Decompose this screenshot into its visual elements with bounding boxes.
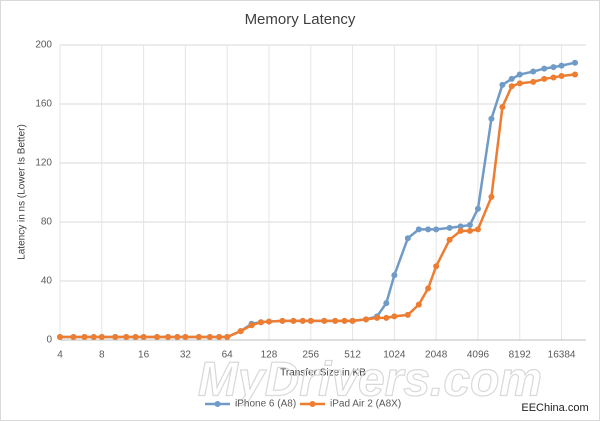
- x-tick-label: 16: [138, 350, 150, 361]
- data-point: [374, 314, 381, 321]
- data-point: [132, 334, 139, 341]
- data-point: [165, 334, 172, 341]
- legend-label: iPad Air 2 (A8X): [330, 399, 401, 410]
- data-point: [466, 221, 473, 228]
- data-point: [154, 334, 161, 341]
- data-point: [404, 235, 411, 242]
- y-tick-label: 80: [41, 217, 53, 228]
- y-axis-title: Latency in ns (Lower Is Better): [17, 124, 28, 260]
- data-point: [433, 263, 440, 270]
- data-point: [321, 317, 328, 324]
- x-tick-label: 256: [302, 350, 319, 361]
- data-point: [541, 75, 548, 82]
- legend-swatch-dot: [214, 401, 221, 407]
- data-point: [174, 334, 181, 341]
- x-tick-label: 32: [180, 350, 192, 361]
- data-point: [425, 285, 432, 292]
- x-tick-label: 1024: [383, 350, 406, 361]
- data-point: [488, 115, 495, 122]
- data-point: [530, 68, 537, 75]
- y-tick-label: 160: [35, 99, 52, 110]
- x-tick-label: 2048: [425, 350, 448, 361]
- data-point: [516, 80, 523, 87]
- data-point: [572, 71, 579, 78]
- data-point: [457, 227, 464, 234]
- data-point: [530, 78, 537, 85]
- data-point: [433, 226, 440, 233]
- data-point: [70, 334, 77, 341]
- data-point: [140, 334, 147, 341]
- x-tick-label: 128: [261, 350, 278, 361]
- x-tick-label: 8: [99, 350, 105, 361]
- x-tick-label: 16384: [548, 350, 576, 361]
- legend-swatch-dot: [309, 401, 316, 407]
- chart-title: Memory Latency: [245, 11, 356, 28]
- data-point: [446, 236, 453, 243]
- data-point: [499, 103, 506, 110]
- x-tick-label: 64: [222, 350, 234, 361]
- data-point: [391, 313, 398, 320]
- data-point: [279, 317, 286, 324]
- x-axis-title: Transfer Size in KB: [280, 368, 366, 379]
- data-point: [474, 205, 481, 212]
- data-point: [488, 193, 495, 200]
- data-point: [541, 65, 548, 72]
- x-tick-label: 512: [344, 350, 361, 361]
- data-point: [363, 316, 370, 323]
- data-point: [98, 334, 105, 341]
- data-point: [182, 334, 189, 341]
- data-point: [446, 224, 453, 231]
- data-point: [457, 223, 464, 230]
- y-tick-label: 200: [35, 40, 52, 51]
- y-tick-label: 0: [46, 335, 52, 346]
- data-point: [341, 317, 348, 324]
- x-tick-label: 4: [57, 350, 63, 361]
- data-point: [499, 81, 506, 88]
- data-point: [550, 74, 557, 81]
- data-point: [404, 311, 411, 318]
- data-point: [248, 322, 255, 329]
- data-point: [572, 59, 579, 66]
- data-point: [216, 334, 223, 341]
- data-point: [516, 71, 523, 78]
- x-tick-label: 4096: [467, 350, 490, 361]
- data-point: [123, 334, 130, 341]
- data-point: [425, 226, 432, 233]
- watermark: MyDrivers.com: [198, 354, 542, 407]
- data-point: [508, 83, 515, 90]
- data-point: [299, 317, 306, 324]
- data-point: [415, 301, 422, 308]
- data-point: [57, 334, 63, 341]
- data-point: [237, 328, 244, 335]
- data-point: [112, 334, 119, 341]
- data-point: [383, 300, 390, 307]
- data-point: [558, 72, 565, 79]
- source-credit: EEChina.com: [521, 402, 588, 414]
- data-point: [558, 62, 565, 69]
- data-point: [466, 227, 473, 234]
- data-point: [349, 317, 356, 324]
- data-point: [307, 317, 314, 324]
- data-point: [81, 334, 88, 341]
- data-point: [206, 334, 213, 341]
- data-point: [550, 64, 557, 71]
- legend-label: iPhone 6 (A8): [235, 399, 296, 410]
- data-point: [90, 334, 97, 341]
- data-point: [224, 334, 231, 341]
- data-point: [415, 226, 422, 233]
- data-point: [332, 317, 339, 324]
- data-point: [195, 334, 202, 341]
- x-tick-label: 8192: [509, 350, 532, 361]
- y-tick-label: 120: [35, 158, 52, 169]
- y-tick-label: 40: [41, 276, 53, 287]
- data-point: [265, 318, 272, 325]
- data-point: [383, 314, 390, 321]
- data-point: [508, 75, 515, 82]
- data-point: [474, 226, 481, 233]
- data-point: [257, 319, 264, 326]
- data-point: [290, 317, 297, 324]
- data-point: [391, 272, 398, 279]
